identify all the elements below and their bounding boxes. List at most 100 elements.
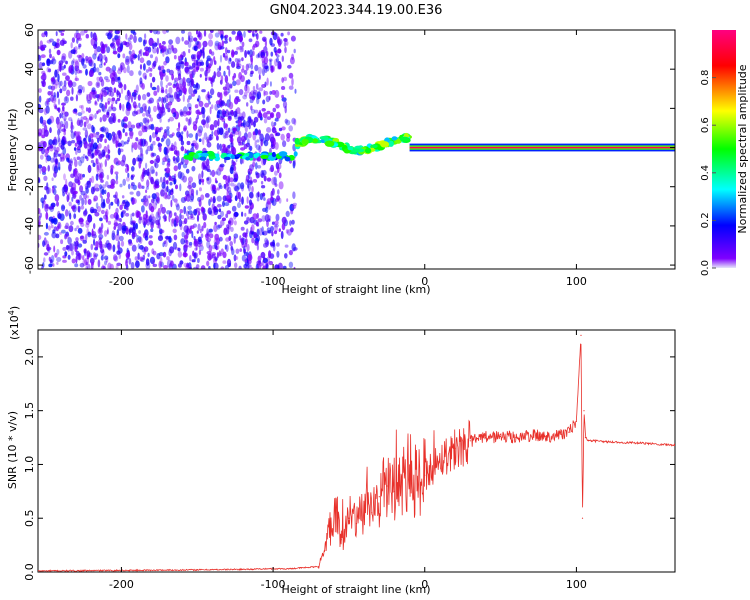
spectrogram-cell [216,103,221,109]
spectrogram-cell [266,77,269,86]
spectrogram-cell [122,40,127,46]
snr-marks [38,334,675,572]
spectrogram-cell [73,241,77,247]
spectrogram-cell [189,117,192,125]
spectrogram-cell [196,51,202,59]
spectrogram-cell [168,175,172,182]
spectrogram-cell [144,235,149,241]
spectrogram-cell [147,252,150,257]
spectrogram-cell [80,235,84,240]
spectrogram-cell [194,144,198,149]
spectrogram-cell [286,198,289,203]
spectrogram-cell [124,141,127,145]
spectrogram-cell [127,172,130,178]
spectrogram-cell [59,63,62,72]
spectrogram-cell [118,142,121,148]
spectrogram-cell [147,99,152,104]
spectrogram-cell [227,111,232,116]
spectrogram-cell [167,236,171,240]
spectrogram-cell [264,39,267,48]
spectrogram-cell [254,128,259,136]
spectrogram-cell [195,40,199,46]
spectrogram-cell [247,264,252,268]
spectrogram-xtick-label: -200 [109,275,134,288]
spectrogram-cell [142,72,147,79]
spectrogram-cell [209,88,215,96]
spectrogram-cell [173,165,178,172]
spectrogram-cell [126,101,130,107]
spectrogram-cell [188,241,193,246]
spectrogram-ytick-label: 40 [23,62,36,76]
spectrogram-cell [49,127,52,134]
spectrogram-cell [286,229,292,236]
spectrogram-cell [252,50,255,56]
spectrogram-cell [71,140,76,144]
spectrogram-cell [162,30,167,35]
spectrogram-cell [151,193,157,200]
spectrogram-cell [380,141,390,148]
spectrogram-cell [275,104,280,109]
spectrogram-cell [270,190,273,198]
spectrogram-cell [70,173,75,179]
spectrogram-cell [238,265,242,269]
spectrogram-cell [104,189,107,195]
spectrogram-cell [227,127,231,133]
spectrogram-cell [250,108,256,115]
spectrogram-cell [251,237,255,244]
spectrogram-cell [115,233,120,242]
spectrogram-cell [200,61,205,66]
spectrogram-cell [165,56,170,64]
spectrogram-cell [69,243,75,251]
spectrogram-cell [39,212,42,218]
spectrogram-cell [199,187,202,192]
spectrogram-cell [139,256,144,262]
spectrogram-cell [60,239,64,245]
spectrogram-cell [288,72,294,79]
spectrogram-cell [216,195,222,202]
spectrogram-cell [93,198,96,202]
spectrogram-cell [90,243,94,251]
spectrogram-cell [82,86,85,93]
spectrogram-cell [206,176,212,185]
spectrogram-cell [38,179,41,184]
spectrogram-cell [288,125,294,132]
spectrogram-cell [175,184,178,190]
spectrogram-cell [57,73,60,82]
spectrogram-cell [137,184,143,189]
spectrogram-cell [150,228,154,232]
spectrogram-cell [240,182,245,190]
spectrogram-cell [48,48,52,54]
spectrogram-cell [58,153,61,157]
spectrogram-cell [293,118,297,126]
snr-point [581,517,584,519]
spectrogram-cell [80,104,84,111]
spectrogram-cell [197,30,201,38]
spectrogram-cell [158,65,162,71]
spectrogram-cell [228,235,232,241]
spectrogram-cell [91,124,94,133]
spectrogram-cell [236,191,240,200]
spectrogram-cell [165,138,171,147]
spectrogram-cell [254,64,259,72]
spectrogram-cell [231,147,237,156]
spectrogram-cell [215,100,221,105]
spectrogram-cell [129,53,134,62]
spectrogram-cell [156,224,160,229]
spectrogram-cell [120,211,124,218]
snr-trace [38,343,675,572]
spectrogram-cell [207,96,211,103]
spectrogram-cell [185,168,190,174]
spectrogram-cell [73,213,77,220]
spectrogram-cell [87,215,93,223]
spectrogram-cell [187,82,190,87]
spectrogram-cell [245,238,248,245]
spectrogram-cell [95,67,100,73]
spectrogram-cell [229,94,231,102]
spectrogram-cell [94,37,98,42]
spectrogram-cell [66,194,70,203]
spectrogram-cell [167,47,172,55]
spectrogram-cell [219,163,225,168]
spectrogram-cell [347,146,354,151]
spectrogram-cell [200,265,206,269]
spectrogram-cell [251,185,254,193]
